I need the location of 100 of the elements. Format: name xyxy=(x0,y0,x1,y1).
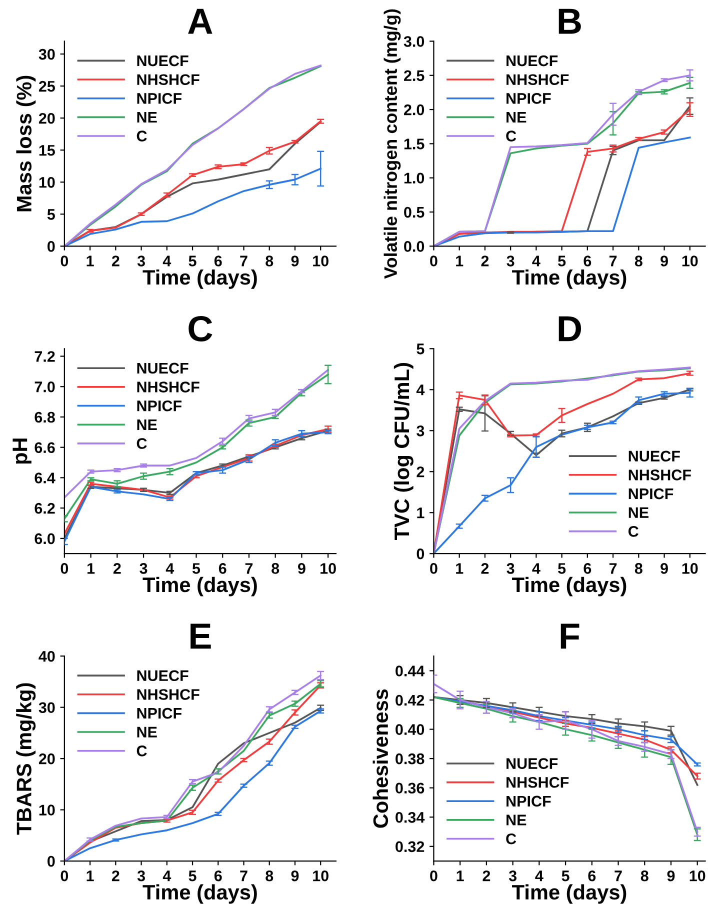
y-tick-label: 0.32 xyxy=(396,841,424,852)
legend-label: NHSHCF xyxy=(628,470,691,480)
x-tick-label: 8 xyxy=(266,870,274,882)
x-tick-label: 9 xyxy=(298,563,306,574)
legend-label: NHSHCF xyxy=(506,74,569,86)
legend-label: NHSHCF xyxy=(506,776,569,788)
y-tick-label: 30 xyxy=(38,48,55,60)
x-tick-label: 7 xyxy=(245,563,253,574)
y-tick-label: 2 xyxy=(416,466,424,478)
x-tick-label: 8 xyxy=(266,256,274,266)
chart-title: C xyxy=(188,316,212,342)
legend-label: NUECF xyxy=(137,362,188,374)
x-tick-label: 7 xyxy=(240,870,248,882)
x-tick-label: 8 xyxy=(272,563,280,574)
legend-label: C xyxy=(136,746,147,756)
x-tick-label: 2 xyxy=(112,256,120,266)
x-tick-label: 3 xyxy=(137,870,145,882)
x-axis-title: Time (days) xyxy=(142,576,257,596)
chart-title: E xyxy=(190,624,211,649)
legend-label: C xyxy=(628,526,638,537)
x-tick-label: 3 xyxy=(140,563,148,574)
y-tick-label: 0.0 xyxy=(404,241,424,252)
y-tick-label: 1.0 xyxy=(404,172,424,184)
y-tick-label: 40 xyxy=(38,650,55,662)
x-tick-label: 8 xyxy=(640,870,648,882)
y-tick-label: 6.4 xyxy=(34,472,56,484)
y-tick-label: 2.5 xyxy=(404,70,424,82)
x-axis-title: Time (days) xyxy=(142,269,257,289)
legend-label: NPICF xyxy=(506,796,551,807)
y-tick-label: 4 xyxy=(416,384,425,396)
x-tick-label: 0 xyxy=(430,870,438,882)
x-tick-label: 6 xyxy=(584,563,592,574)
x-tick-label: 5 xyxy=(558,256,566,266)
y-tick-label: 15 xyxy=(39,145,55,156)
y-tick-label: 7.2 xyxy=(34,351,55,362)
y-tick-label: 0.40 xyxy=(396,724,424,735)
x-tick-label: 5 xyxy=(188,870,196,882)
x-tick-label: 4 xyxy=(162,870,172,882)
x-tick-label: 9 xyxy=(291,870,299,882)
legend-label: NE xyxy=(137,112,157,123)
x-tick-label: 7 xyxy=(609,256,617,266)
y-tick-label: 6.2 xyxy=(34,502,55,514)
x-tick-label: 6 xyxy=(584,256,592,266)
x-tick-label: 10 xyxy=(682,563,698,574)
y-tick-label: 30 xyxy=(38,702,55,714)
x-tick-label: 10 xyxy=(690,870,706,882)
y-tick-label: 10 xyxy=(39,176,55,188)
x-tick-label: 3 xyxy=(508,870,517,882)
y-tick-label: 0.5 xyxy=(404,206,424,218)
y-tick-label: 0.44 xyxy=(396,666,425,676)
x-tick-label: 4 xyxy=(532,563,540,574)
x-tick-label: 0 xyxy=(60,256,68,266)
chart-title: A xyxy=(188,8,212,34)
y-tick-label: 10 xyxy=(39,804,55,816)
x-axis-title: Time (days) xyxy=(512,269,626,289)
x-tick-label: 2 xyxy=(481,256,489,266)
y-tick-label: 3 xyxy=(416,426,424,436)
x-tick-label: 4 xyxy=(535,870,544,882)
x-tick-label: 0 xyxy=(60,870,68,882)
y-tick-label: 2.0 xyxy=(404,104,424,116)
legend-label: NUECF xyxy=(137,670,188,682)
x-tick-label: 6 xyxy=(588,870,596,882)
legend-label: NE xyxy=(137,419,157,430)
x-tick-label: 2 xyxy=(481,563,489,574)
legend-label: NHSHCF xyxy=(137,689,200,700)
y-tick-label: 7.0 xyxy=(34,381,55,392)
x-tick-label: 5 xyxy=(192,563,200,574)
x-tick-label: 6 xyxy=(214,870,222,882)
chart-title: D xyxy=(558,316,582,342)
y-tick-label: 1 xyxy=(417,508,424,518)
x-tick-label: 1 xyxy=(456,256,464,266)
x-tick-label: 10 xyxy=(320,563,336,574)
chart-title: B xyxy=(558,8,581,34)
x-tick-label: 0 xyxy=(430,563,438,574)
legend-label: NPICF xyxy=(137,93,182,104)
x-tick-label: 7 xyxy=(609,563,617,574)
x-tick-label: 1 xyxy=(456,870,464,882)
x-tick-label: 10 xyxy=(313,256,328,266)
x-axis-title: Time (days) xyxy=(142,884,257,904)
x-tick-label: 5 xyxy=(188,256,196,266)
legend-label: C xyxy=(136,130,147,142)
y-tick-label: 0.36 xyxy=(396,782,424,794)
legend-label: NE xyxy=(628,507,648,518)
x-tick-label: 5 xyxy=(558,563,566,574)
y-tick-label: 25 xyxy=(38,80,55,92)
x-tick-label: 0 xyxy=(430,256,438,266)
x-tick-label: 9 xyxy=(660,563,668,574)
legend-label: NUECF xyxy=(506,55,558,66)
x-tick-label: 5 xyxy=(562,870,570,882)
x-tick-label: 4 xyxy=(532,256,540,266)
x-tick-label: 1 xyxy=(86,256,94,266)
y-axis-title: pH xyxy=(12,438,32,464)
y-axis-title: Cohesiveness xyxy=(372,689,388,828)
x-tick-label: 4 xyxy=(162,256,172,266)
x-tick-label: 8 xyxy=(634,563,642,574)
y-tick-label: 0 xyxy=(48,856,55,867)
x-tick-label: 1 xyxy=(86,870,94,882)
y-tick-label: 20 xyxy=(38,112,55,124)
x-tick-label: 2 xyxy=(482,870,490,882)
legend-label: C xyxy=(506,130,516,142)
